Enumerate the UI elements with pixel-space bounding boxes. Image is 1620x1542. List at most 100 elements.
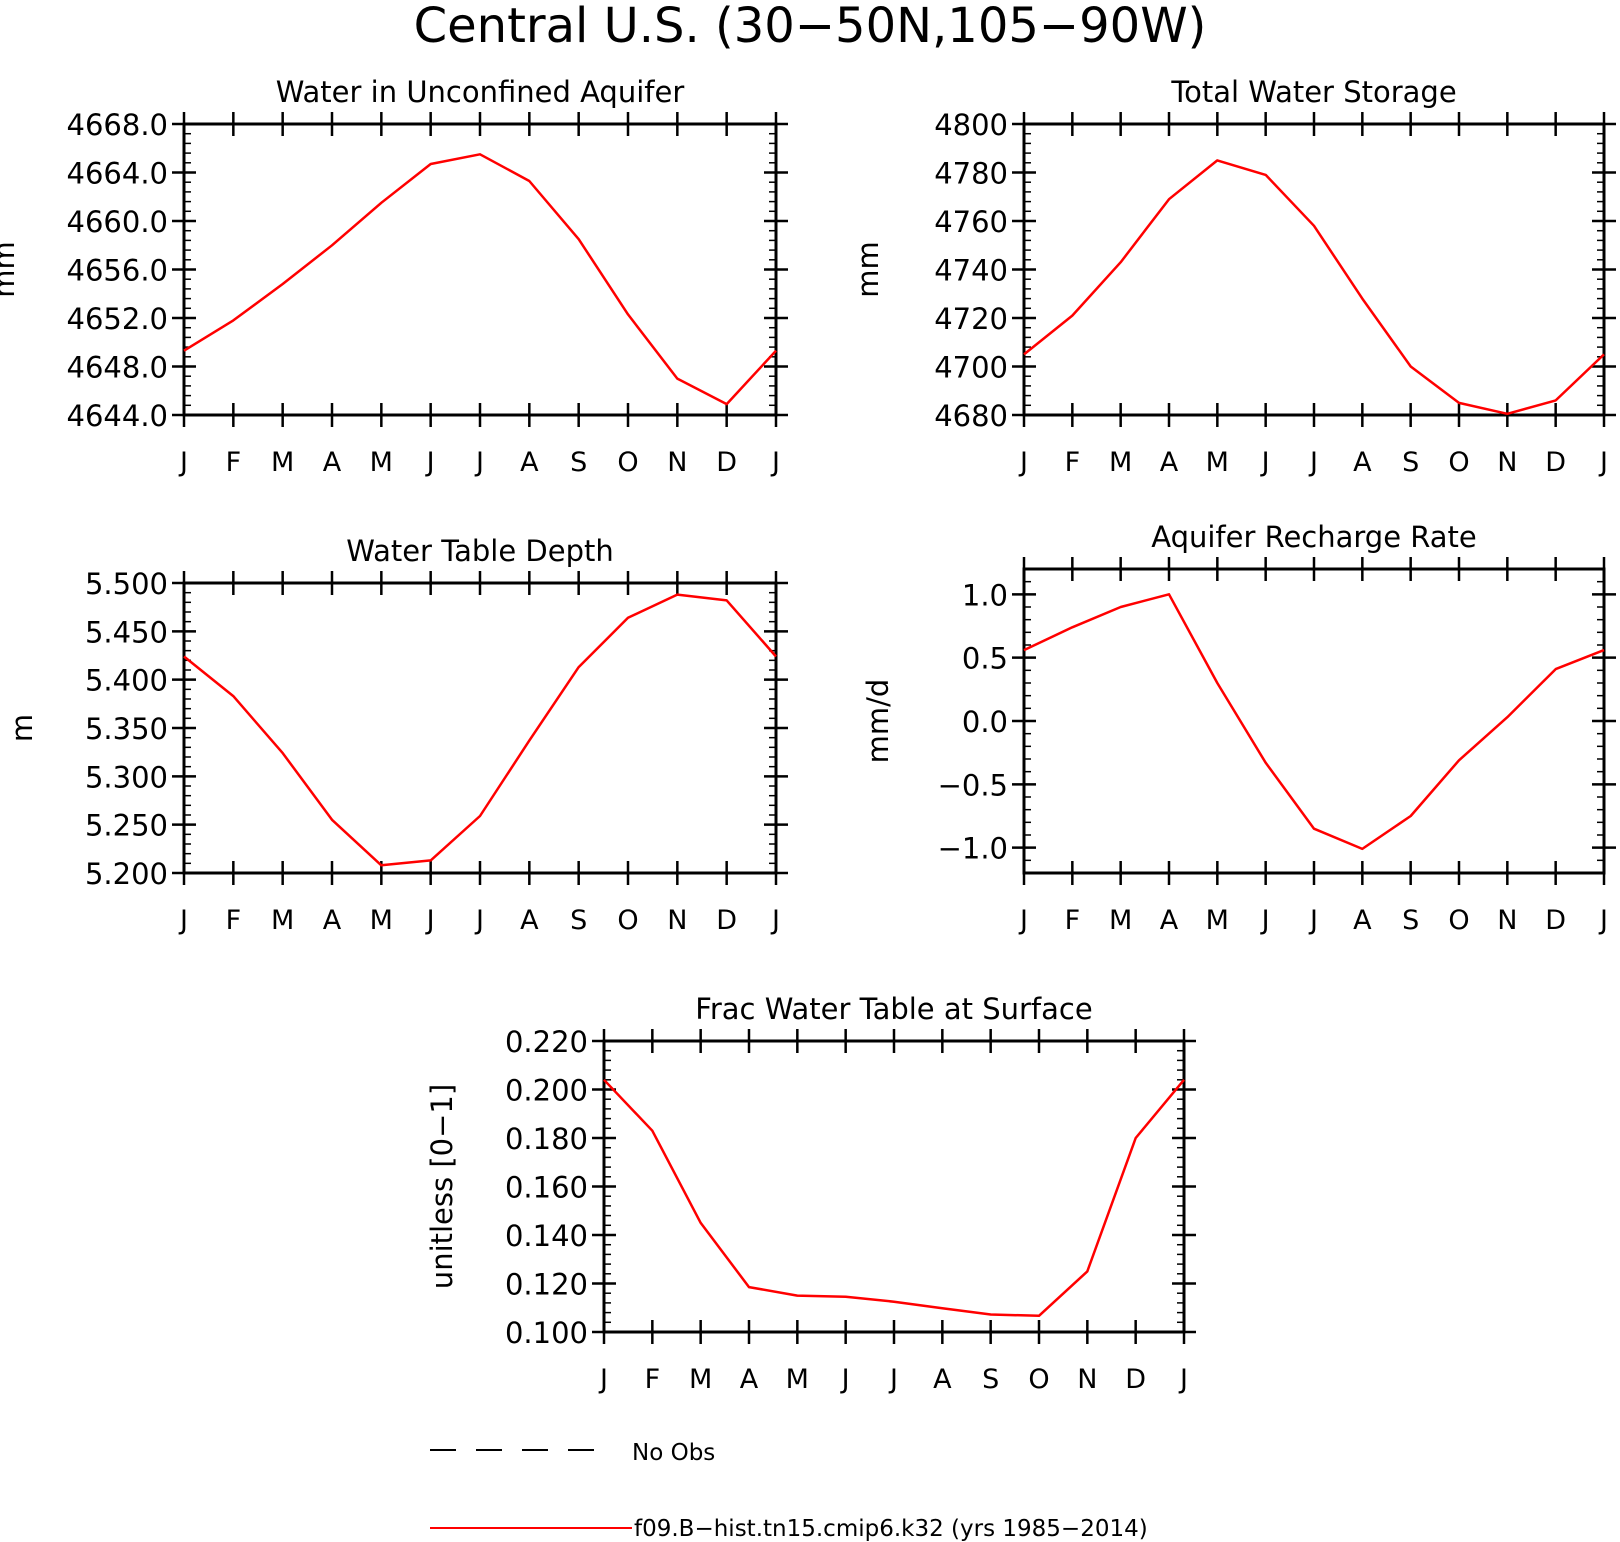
y-axis-label: unitless [0−1] — [425, 1084, 459, 1289]
chart-panel: Water in Unconfined Aquifer mm 4644.0 4648.… — [0, 75, 788, 478]
y-tick-label: 0.5 — [962, 642, 1008, 676]
x-tick-label: O — [617, 447, 638, 478]
y-tick-label: 4680 — [934, 399, 1008, 433]
y-tick-label: 4652.0 — [67, 302, 168, 336]
legend: No Obs f09.B−hist.tn15.cmip6.k32 (yrs 19… — [430, 1440, 1148, 1542]
y-axis-label: mm/d — [861, 679, 895, 764]
x-tick-label: D — [1545, 447, 1566, 478]
x-tick-label: M — [1109, 447, 1132, 478]
series-line — [183, 153, 777, 406]
x-tick-label: A — [740, 1364, 759, 1395]
x-tick-label: N — [667, 447, 687, 478]
x-tick-label: M — [786, 1364, 809, 1395]
x-tick-label: J — [1598, 447, 1608, 478]
x-tick-label: M — [370, 447, 393, 478]
x-tick-label: O — [617, 905, 638, 936]
x-tick-label: A — [933, 1364, 952, 1395]
x-tick-label: J — [1308, 447, 1318, 478]
y-tick-label: 4780 — [934, 157, 1008, 191]
x-tick-label: J — [474, 447, 484, 478]
y-tick-label: 4668.0 — [67, 108, 168, 142]
series-line — [183, 593, 777, 867]
x-tick-label: J — [770, 905, 780, 936]
y-tick-label: 0.200 — [505, 1074, 588, 1108]
y-tick-label: −0.5 — [938, 768, 1008, 802]
series-line — [603, 1078, 1185, 1318]
chart-panel: Frac Water Table at Surface unitless [0−1… — [425, 992, 1196, 1395]
x-tick-label: J — [425, 905, 435, 936]
x-tick-label: A — [323, 905, 342, 936]
chart-panel: Aquifer Recharge Rate mm/d −1.0 −0.5 0.0 0.5 1… — [861, 520, 1616, 936]
x-tick-label: J — [1018, 905, 1028, 936]
y-tick-label: 0.0 — [962, 705, 1008, 739]
y-tick-label: 4700 — [934, 351, 1008, 385]
x-tick-label: J — [1178, 1364, 1188, 1395]
x-tick-label: S — [982, 1364, 999, 1395]
y-tick-label: 0.100 — [505, 1316, 588, 1350]
x-tick-label: S — [1402, 905, 1419, 936]
x-tick-label: M — [1109, 905, 1132, 936]
x-tick-label: A — [1160, 905, 1179, 936]
plot-frame — [602, 1039, 1186, 1334]
x-tick-label: J — [178, 905, 188, 936]
x-tick-label: M — [689, 1364, 712, 1395]
x-tick-label: J — [1018, 447, 1028, 478]
chart-title: Water in Unconfined Aquifer — [276, 75, 685, 109]
x-tick-label: J — [770, 447, 780, 478]
y-tick-label: 4760 — [934, 205, 1008, 239]
x-tick-label: S — [570, 905, 587, 936]
x-tick-label: A — [520, 905, 539, 936]
y-tick-label: 0.120 — [505, 1268, 588, 1302]
y-tick-label: 4740 — [934, 254, 1008, 288]
y-tick-label: 4720 — [934, 302, 1008, 336]
y-tick-label: 5.250 — [85, 809, 168, 843]
x-tick-label: J — [888, 1364, 898, 1395]
y-tick-label: 4656.0 — [67, 254, 168, 288]
chart-title: Water Table Depth — [346, 534, 614, 568]
x-tick-label: J — [840, 1364, 850, 1395]
x-tick-label: M — [271, 905, 294, 936]
y-tick-label: 0.180 — [505, 1122, 588, 1156]
x-tick-label: M — [271, 447, 294, 478]
y-tick-label: 5.450 — [85, 615, 168, 649]
x-tick-label: J — [1260, 447, 1270, 478]
chart-panel: Water Table Depth m 5.200 5.250 5.300 5.350 5.… — [5, 534, 788, 936]
x-tick-label: N — [1497, 905, 1517, 936]
x-tick-label: O — [1028, 1364, 1049, 1395]
x-tick-label: F — [1065, 905, 1081, 936]
x-tick-label: N — [667, 905, 687, 936]
x-tick-label: N — [1497, 447, 1517, 478]
chart-panels: Water in Unconfined Aquifer mm 4644.0 4648.… — [0, 75, 1616, 1395]
y-tick-label: 0.220 — [505, 1025, 588, 1059]
x-tick-label: S — [1402, 447, 1419, 478]
x-tick-label: N — [1077, 1364, 1097, 1395]
x-tick-label: A — [323, 447, 342, 478]
x-tick-label: D — [716, 905, 737, 936]
plot-frame — [182, 122, 778, 417]
y-tick-label: 5.500 — [85, 567, 168, 601]
series-line — [1023, 159, 1605, 416]
x-tick-label: A — [1353, 447, 1372, 478]
y-tick-label: 5.400 — [85, 664, 168, 698]
chart-title: Aquifer Recharge Rate — [1151, 520, 1477, 554]
x-tick-label: F — [226, 447, 242, 478]
y-tick-label: 4660.0 — [67, 205, 168, 239]
x-tick-label: J — [1308, 905, 1318, 936]
x-tick-label: J — [474, 905, 484, 936]
x-tick-label: A — [520, 447, 539, 478]
x-tick-label: F — [226, 905, 242, 936]
y-tick-label: 4800 — [934, 108, 1008, 142]
x-tick-label: D — [1545, 905, 1566, 936]
y-axis-label: mm — [0, 241, 21, 298]
x-tick-label: J — [598, 1364, 608, 1395]
plot-frame — [182, 581, 778, 875]
x-tick-label: O — [1448, 905, 1469, 936]
x-tick-label: M — [370, 905, 393, 936]
legend-obs-label: No Obs — [632, 1440, 715, 1466]
y-axis-label: m — [5, 714, 39, 742]
x-tick-label: J — [425, 447, 435, 478]
chart-title: Frac Water Table at Surface — [695, 992, 1092, 1026]
y-tick-label: 0.140 — [505, 1219, 588, 1253]
x-tick-label: M — [1206, 905, 1229, 936]
